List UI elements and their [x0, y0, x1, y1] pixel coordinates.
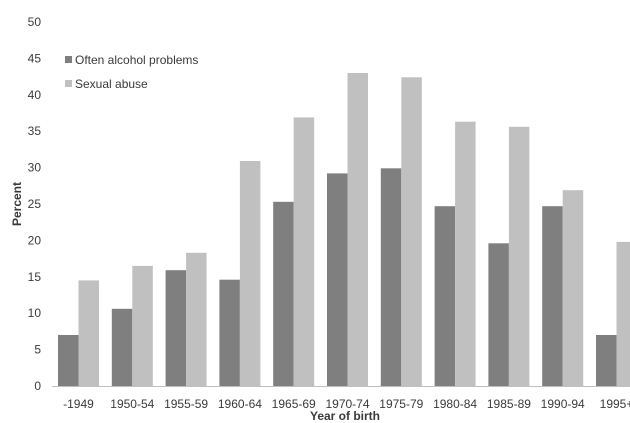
y-tick-label: 35 — [28, 124, 42, 138]
x-tick-label: 1980-84 — [433, 397, 477, 411]
bar-sexual-abuse — [401, 77, 422, 387]
bar-sexual-abuse — [78, 280, 99, 386]
bar-alcohol-problems — [165, 270, 187, 386]
x-tick-label: 1960-64 — [218, 397, 262, 411]
bar-alcohol-problems — [58, 335, 79, 386]
y-axis-ticks: 0 5 10 15 20 25 30 35 40 45 50 — [28, 15, 42, 393]
bar-alcohol-problems — [327, 173, 348, 386]
bar-sexual-abuse — [239, 161, 261, 386]
y-tick-label: 50 — [28, 15, 42, 29]
bar-alcohol-problems — [596, 335, 617, 386]
bar-sexual-abuse — [186, 252, 207, 386]
x-tick-label: 1970-74 — [325, 397, 369, 411]
bar-alcohol-problems — [273, 201, 294, 386]
legend-swatch-alcohol — [65, 56, 72, 63]
bar-alcohol-problems — [380, 168, 402, 386]
bar-sexual-abuse — [347, 73, 368, 386]
y-tick-label: 45 — [28, 51, 42, 65]
y-axis-title: Percent — [10, 182, 24, 226]
x-tick-label: 1985-89 — [487, 397, 531, 411]
y-tick-label: 0 — [34, 379, 41, 393]
x-tick-label: 1990-94 — [541, 397, 585, 411]
x-tick-label: 1965-69 — [272, 397, 316, 411]
legend-swatch-sexual-abuse — [65, 80, 72, 87]
x-tick-label: 1995+ — [600, 397, 630, 411]
x-tick-label: 1950-54 — [110, 397, 154, 411]
y-tick-label: 15 — [28, 270, 42, 284]
y-tick-label: 5 — [34, 343, 41, 357]
bar-alcohol-problems — [219, 279, 240, 386]
x-axis-title: Year of birth — [310, 409, 380, 423]
bar-sexual-abuse — [293, 117, 315, 387]
legend: Often alcohol problems Sexual abuse — [65, 53, 198, 91]
legend-label-sexual-abuse: Sexual abuse — [75, 77, 148, 91]
bar-alcohol-problems — [434, 206, 456, 386]
y-tick-label: 40 — [28, 88, 42, 102]
y-tick-label: 25 — [28, 197, 42, 211]
bars — [58, 73, 630, 387]
bar-alcohol-problems — [488, 243, 509, 386]
bar-sexual-abuse — [562, 190, 584, 386]
y-tick-label: 10 — [28, 306, 42, 320]
x-tick-label: 1975-79 — [379, 397, 423, 411]
legend-label-alcohol: Often alcohol problems — [75, 53, 198, 67]
bar-alcohol-problems — [542, 206, 563, 386]
bar-sexual-abuse — [132, 265, 153, 386]
y-tick-label: 20 — [28, 233, 42, 247]
bar-alcohol-problems — [111, 308, 133, 386]
x-tick-label: 1955-59 — [164, 397, 208, 411]
bar-sexual-abuse — [455, 121, 476, 386]
bar-sexual-abuse — [616, 241, 630, 386]
x-tick-label: -1949 — [63, 397, 94, 411]
bar-sexual-abuse — [508, 126, 530, 387]
x-axis-ticks: -1949 1950-54 1955-59 1960-64 1965-69 1970-74… — [63, 397, 630, 411]
y-tick-label: 30 — [28, 161, 42, 175]
